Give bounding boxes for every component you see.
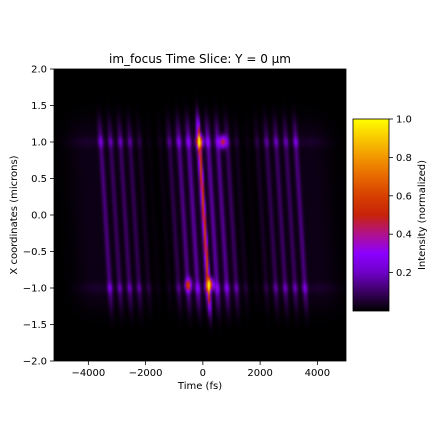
colorbar-tick-label: 0.8 bbox=[396, 153, 412, 164]
heatmap-image bbox=[54, 69, 346, 361]
x-tick-label: −2000 bbox=[129, 368, 163, 379]
chart-title: im_focus Time Slice: Y = 0 µm bbox=[109, 52, 291, 66]
x-tick-label: 4000 bbox=[305, 368, 330, 379]
y-tick-label: 1.5 bbox=[31, 101, 47, 112]
colorbar-tick-label: 0.6 bbox=[396, 191, 412, 202]
y-tick-label: −0.5 bbox=[23, 247, 47, 258]
y-tick-label: −1.5 bbox=[23, 320, 47, 331]
y-tick-label: 0.5 bbox=[31, 174, 47, 185]
y-axis: 2.0 1.5 1.0 0.5 0.0 −0.5 −1.0 −1.5 −2.0 bbox=[23, 65, 54, 368]
colorbar-fill bbox=[353, 119, 389, 311]
y-tick-label: −2.0 bbox=[23, 357, 47, 368]
colorbar-frame bbox=[352, 118, 390, 312]
y-axis-label: X coordinates (microns) bbox=[9, 155, 20, 274]
x-axis: −4000 −2000 0 2000 4000 bbox=[71, 361, 330, 379]
x-tick-label: 0 bbox=[200, 368, 206, 379]
plot-area bbox=[53, 68, 347, 362]
y-tick-label: 2.0 bbox=[31, 65, 47, 76]
x-axis-label: Time (fs) bbox=[177, 381, 222, 392]
y-tick-label: 1.0 bbox=[31, 138, 47, 149]
colorbar-ticks: 0.2 0.4 0.6 0.8 1.0 bbox=[389, 115, 412, 279]
colorbar-tick-label: 0.2 bbox=[396, 268, 412, 279]
colorbar-label: Intensity (normalized) bbox=[417, 160, 428, 270]
x-tick-label: 2000 bbox=[247, 368, 272, 379]
y-tick-label: −1.0 bbox=[23, 284, 47, 295]
y-tick-label: 0.0 bbox=[31, 211, 47, 222]
colorbar-tick-label: 0.4 bbox=[396, 230, 412, 241]
colorbar-tick-label: 1.0 bbox=[396, 115, 412, 126]
x-tick-label: −4000 bbox=[71, 368, 105, 379]
colorbar: 0.2 0.4 0.6 0.8 1.0 Intensity (normalized) bbox=[352, 115, 428, 312]
